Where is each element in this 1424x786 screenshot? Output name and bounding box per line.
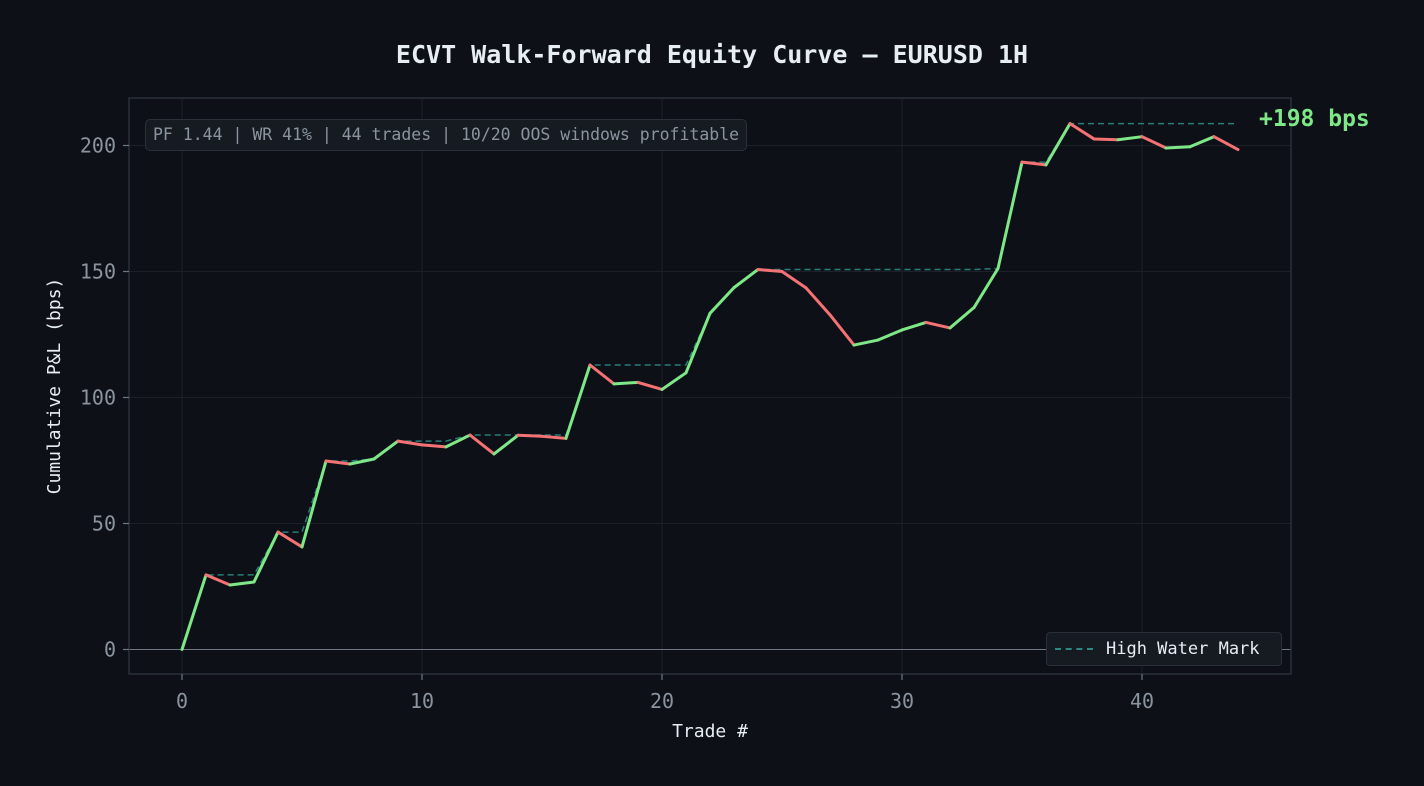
y-tick-label: 50 (92, 512, 116, 536)
y-tick-label: 150 (80, 260, 116, 284)
x-tick-label: 20 (650, 689, 674, 713)
stats-annotation: PF 1.44 | WR 41% | 44 trades | 10/20 OOS… (145, 119, 748, 151)
axis-ticks: 0 10 20 30 40 0 50 100 150 200 (80, 134, 1154, 714)
y-tick-label: 200 (80, 134, 116, 158)
legend: High Water Mark (1046, 632, 1282, 666)
equity-curve (180, 122, 1240, 651)
x-axis-label: Trade # (672, 721, 748, 742)
x-tick-label: 0 (176, 689, 188, 713)
final-pnl-label: +198 bps (1259, 106, 1370, 132)
grid-lines (129, 98, 1291, 674)
x-tick-label: 30 (890, 689, 914, 713)
x-tick-label: 40 (1130, 689, 1154, 713)
y-tick-label: 0 (104, 638, 116, 662)
legend-item-hwm: High Water Mark (1106, 639, 1260, 659)
chart-title: ECVT Walk-Forward Equity Curve — EURUSD … (395, 40, 1029, 69)
x-tick-label: 10 (410, 689, 434, 713)
high-water-mark-line (181, 122, 1238, 650)
y-tick-label: 100 (80, 386, 116, 410)
y-axis-label: Cumulative P&L (bps) (44, 278, 65, 495)
dashed-line-icon (1055, 648, 1093, 650)
plot-frame (128, 97, 1292, 675)
